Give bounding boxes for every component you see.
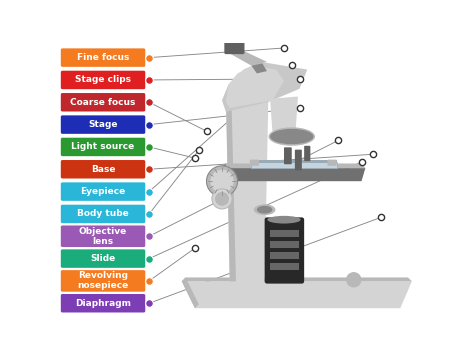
FancyBboxPatch shape bbox=[270, 241, 299, 248]
Text: Body tube: Body tube bbox=[77, 209, 129, 218]
FancyBboxPatch shape bbox=[61, 93, 145, 111]
Polygon shape bbox=[182, 278, 199, 308]
Ellipse shape bbox=[268, 127, 315, 146]
Polygon shape bbox=[270, 97, 298, 131]
FancyBboxPatch shape bbox=[224, 42, 245, 54]
Ellipse shape bbox=[257, 206, 273, 214]
FancyBboxPatch shape bbox=[61, 249, 145, 268]
FancyBboxPatch shape bbox=[61, 115, 145, 134]
Text: Objective
lens: Objective lens bbox=[79, 227, 127, 246]
Text: Slide: Slide bbox=[91, 254, 116, 263]
FancyBboxPatch shape bbox=[284, 147, 292, 164]
Text: Light source: Light source bbox=[72, 142, 135, 152]
FancyBboxPatch shape bbox=[250, 160, 259, 166]
FancyBboxPatch shape bbox=[251, 162, 337, 168]
FancyBboxPatch shape bbox=[270, 252, 299, 259]
Polygon shape bbox=[182, 278, 412, 281]
Polygon shape bbox=[226, 66, 284, 108]
FancyBboxPatch shape bbox=[270, 230, 299, 237]
Ellipse shape bbox=[267, 216, 301, 224]
FancyBboxPatch shape bbox=[61, 270, 145, 292]
Text: Coarse focus: Coarse focus bbox=[70, 98, 136, 107]
Polygon shape bbox=[226, 93, 236, 281]
FancyBboxPatch shape bbox=[264, 217, 304, 284]
Text: Fine focus: Fine focus bbox=[77, 53, 129, 62]
Text: Base: Base bbox=[91, 165, 115, 174]
FancyBboxPatch shape bbox=[61, 225, 145, 247]
Polygon shape bbox=[222, 164, 365, 168]
Polygon shape bbox=[218, 164, 226, 181]
Polygon shape bbox=[228, 48, 267, 66]
Polygon shape bbox=[182, 281, 412, 308]
FancyBboxPatch shape bbox=[270, 263, 299, 270]
Polygon shape bbox=[251, 64, 267, 73]
FancyBboxPatch shape bbox=[61, 160, 145, 179]
Circle shape bbox=[215, 192, 229, 206]
FancyBboxPatch shape bbox=[295, 149, 302, 170]
FancyBboxPatch shape bbox=[61, 182, 145, 201]
Polygon shape bbox=[218, 168, 365, 181]
FancyBboxPatch shape bbox=[61, 294, 145, 312]
Circle shape bbox=[207, 166, 237, 197]
FancyBboxPatch shape bbox=[328, 160, 337, 166]
FancyBboxPatch shape bbox=[61, 205, 145, 223]
Text: Diaphragm: Diaphragm bbox=[75, 299, 131, 308]
Text: Stage clips: Stage clips bbox=[75, 76, 131, 84]
Polygon shape bbox=[226, 93, 268, 281]
Ellipse shape bbox=[270, 129, 313, 144]
FancyBboxPatch shape bbox=[61, 48, 145, 67]
Circle shape bbox=[346, 272, 362, 288]
Text: Stage: Stage bbox=[88, 120, 118, 129]
Circle shape bbox=[210, 170, 234, 193]
FancyBboxPatch shape bbox=[61, 71, 145, 89]
FancyBboxPatch shape bbox=[61, 138, 145, 156]
Ellipse shape bbox=[254, 204, 275, 215]
Circle shape bbox=[212, 189, 232, 209]
Polygon shape bbox=[222, 62, 307, 112]
FancyBboxPatch shape bbox=[304, 146, 310, 161]
Text: Revolving
nosepiece: Revolving nosepiece bbox=[77, 271, 128, 290]
Text: Eyepiece: Eyepiece bbox=[81, 187, 126, 196]
FancyBboxPatch shape bbox=[251, 160, 337, 164]
